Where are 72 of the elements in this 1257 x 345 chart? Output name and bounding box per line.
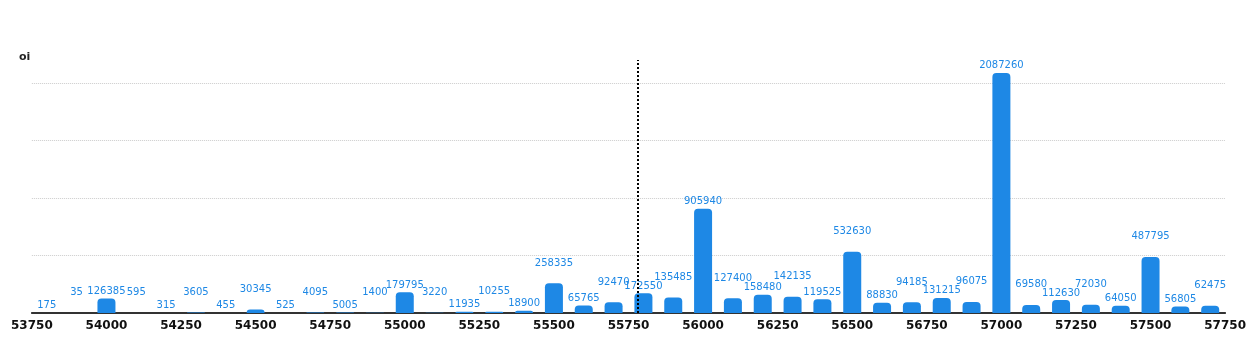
x-tick-label: 54500 <box>234 318 277 332</box>
data-label: 142135 <box>773 270 812 282</box>
data-label: 62475 <box>1194 279 1227 291</box>
data-label: 11935 <box>448 298 481 310</box>
bar <box>395 292 414 313</box>
x-tick-label: 54750 <box>309 318 352 332</box>
data-label: 126385 <box>87 284 126 296</box>
data-label: 2087260 <box>979 59 1024 71</box>
data-label: 158480 <box>743 281 782 293</box>
bar <box>1141 256 1160 313</box>
bar <box>843 251 862 313</box>
bar <box>902 302 921 313</box>
data-label: 258335 <box>534 256 574 268</box>
bar <box>634 293 653 313</box>
data-label: 94185 <box>895 275 928 287</box>
data-label: 532630 <box>833 225 872 237</box>
x-tick-label: 55750 <box>607 318 650 332</box>
data-label: 525 <box>275 299 295 311</box>
bar <box>992 72 1011 313</box>
data-label: 905940 <box>683 195 723 207</box>
bar <box>544 283 563 313</box>
x-tick-label: 54000 <box>85 318 128 332</box>
data-label: 131215 <box>922 284 961 296</box>
x-tick-label: 54250 <box>160 318 202 332</box>
bar <box>962 301 981 313</box>
data-label: 35 <box>70 286 83 298</box>
data-label: 65765 <box>567 291 600 303</box>
x-tick-label: 56500 <box>831 318 874 332</box>
x-tick-label: 55500 <box>533 318 575 332</box>
bar <box>873 302 892 313</box>
bar <box>753 294 772 313</box>
data-label: 112630 <box>1041 286 1081 298</box>
data-label: 595 <box>126 286 146 298</box>
data-label: 56805 <box>1164 292 1197 304</box>
x-tick-label: 57000 <box>980 318 1023 332</box>
data-label: 455 <box>216 299 236 311</box>
x-tick-label: 56750 <box>905 318 948 332</box>
bar <box>97 298 116 313</box>
data-label: 127400 <box>713 271 752 283</box>
bar <box>664 297 683 313</box>
bar <box>1081 304 1100 313</box>
x-tick-label: 57500 <box>1129 318 1172 332</box>
y-axis-title: oi <box>19 50 31 63</box>
data-label: 88830 <box>866 289 898 301</box>
data-label: 3605 <box>183 286 209 298</box>
x-tick-label: 57750 <box>1204 318 1246 332</box>
x-tick-label: 57250 <box>1055 318 1097 332</box>
bar <box>604 302 623 313</box>
data-label: 96075 <box>955 275 988 287</box>
data-label: 4095 <box>302 286 328 298</box>
bar <box>694 208 713 313</box>
x-tick-label: 55250 <box>458 318 501 332</box>
bar <box>783 296 802 313</box>
data-label: 119525 <box>803 285 842 297</box>
x-tick-label: 53750 <box>11 318 53 332</box>
data-label: 487795 <box>1131 230 1170 242</box>
bar <box>1052 300 1071 313</box>
data-label: 30345 <box>239 283 272 295</box>
data-label: 64050 <box>1104 292 1137 304</box>
x-tick-label: 55000 <box>383 318 426 332</box>
bar <box>813 299 832 313</box>
x-tick-label: 56000 <box>682 318 724 332</box>
data-label: 5005 <box>332 298 358 310</box>
data-label: 18900 <box>508 297 540 309</box>
x-tick-label: 56250 <box>756 318 799 332</box>
data-label: 1400 <box>362 286 388 298</box>
data-label: 175 <box>37 299 57 311</box>
data-label: 315 <box>156 299 176 311</box>
bar <box>723 298 742 313</box>
data-label: 10255 <box>478 285 511 297</box>
bar <box>932 297 951 313</box>
data-label: 135485 <box>654 270 693 282</box>
